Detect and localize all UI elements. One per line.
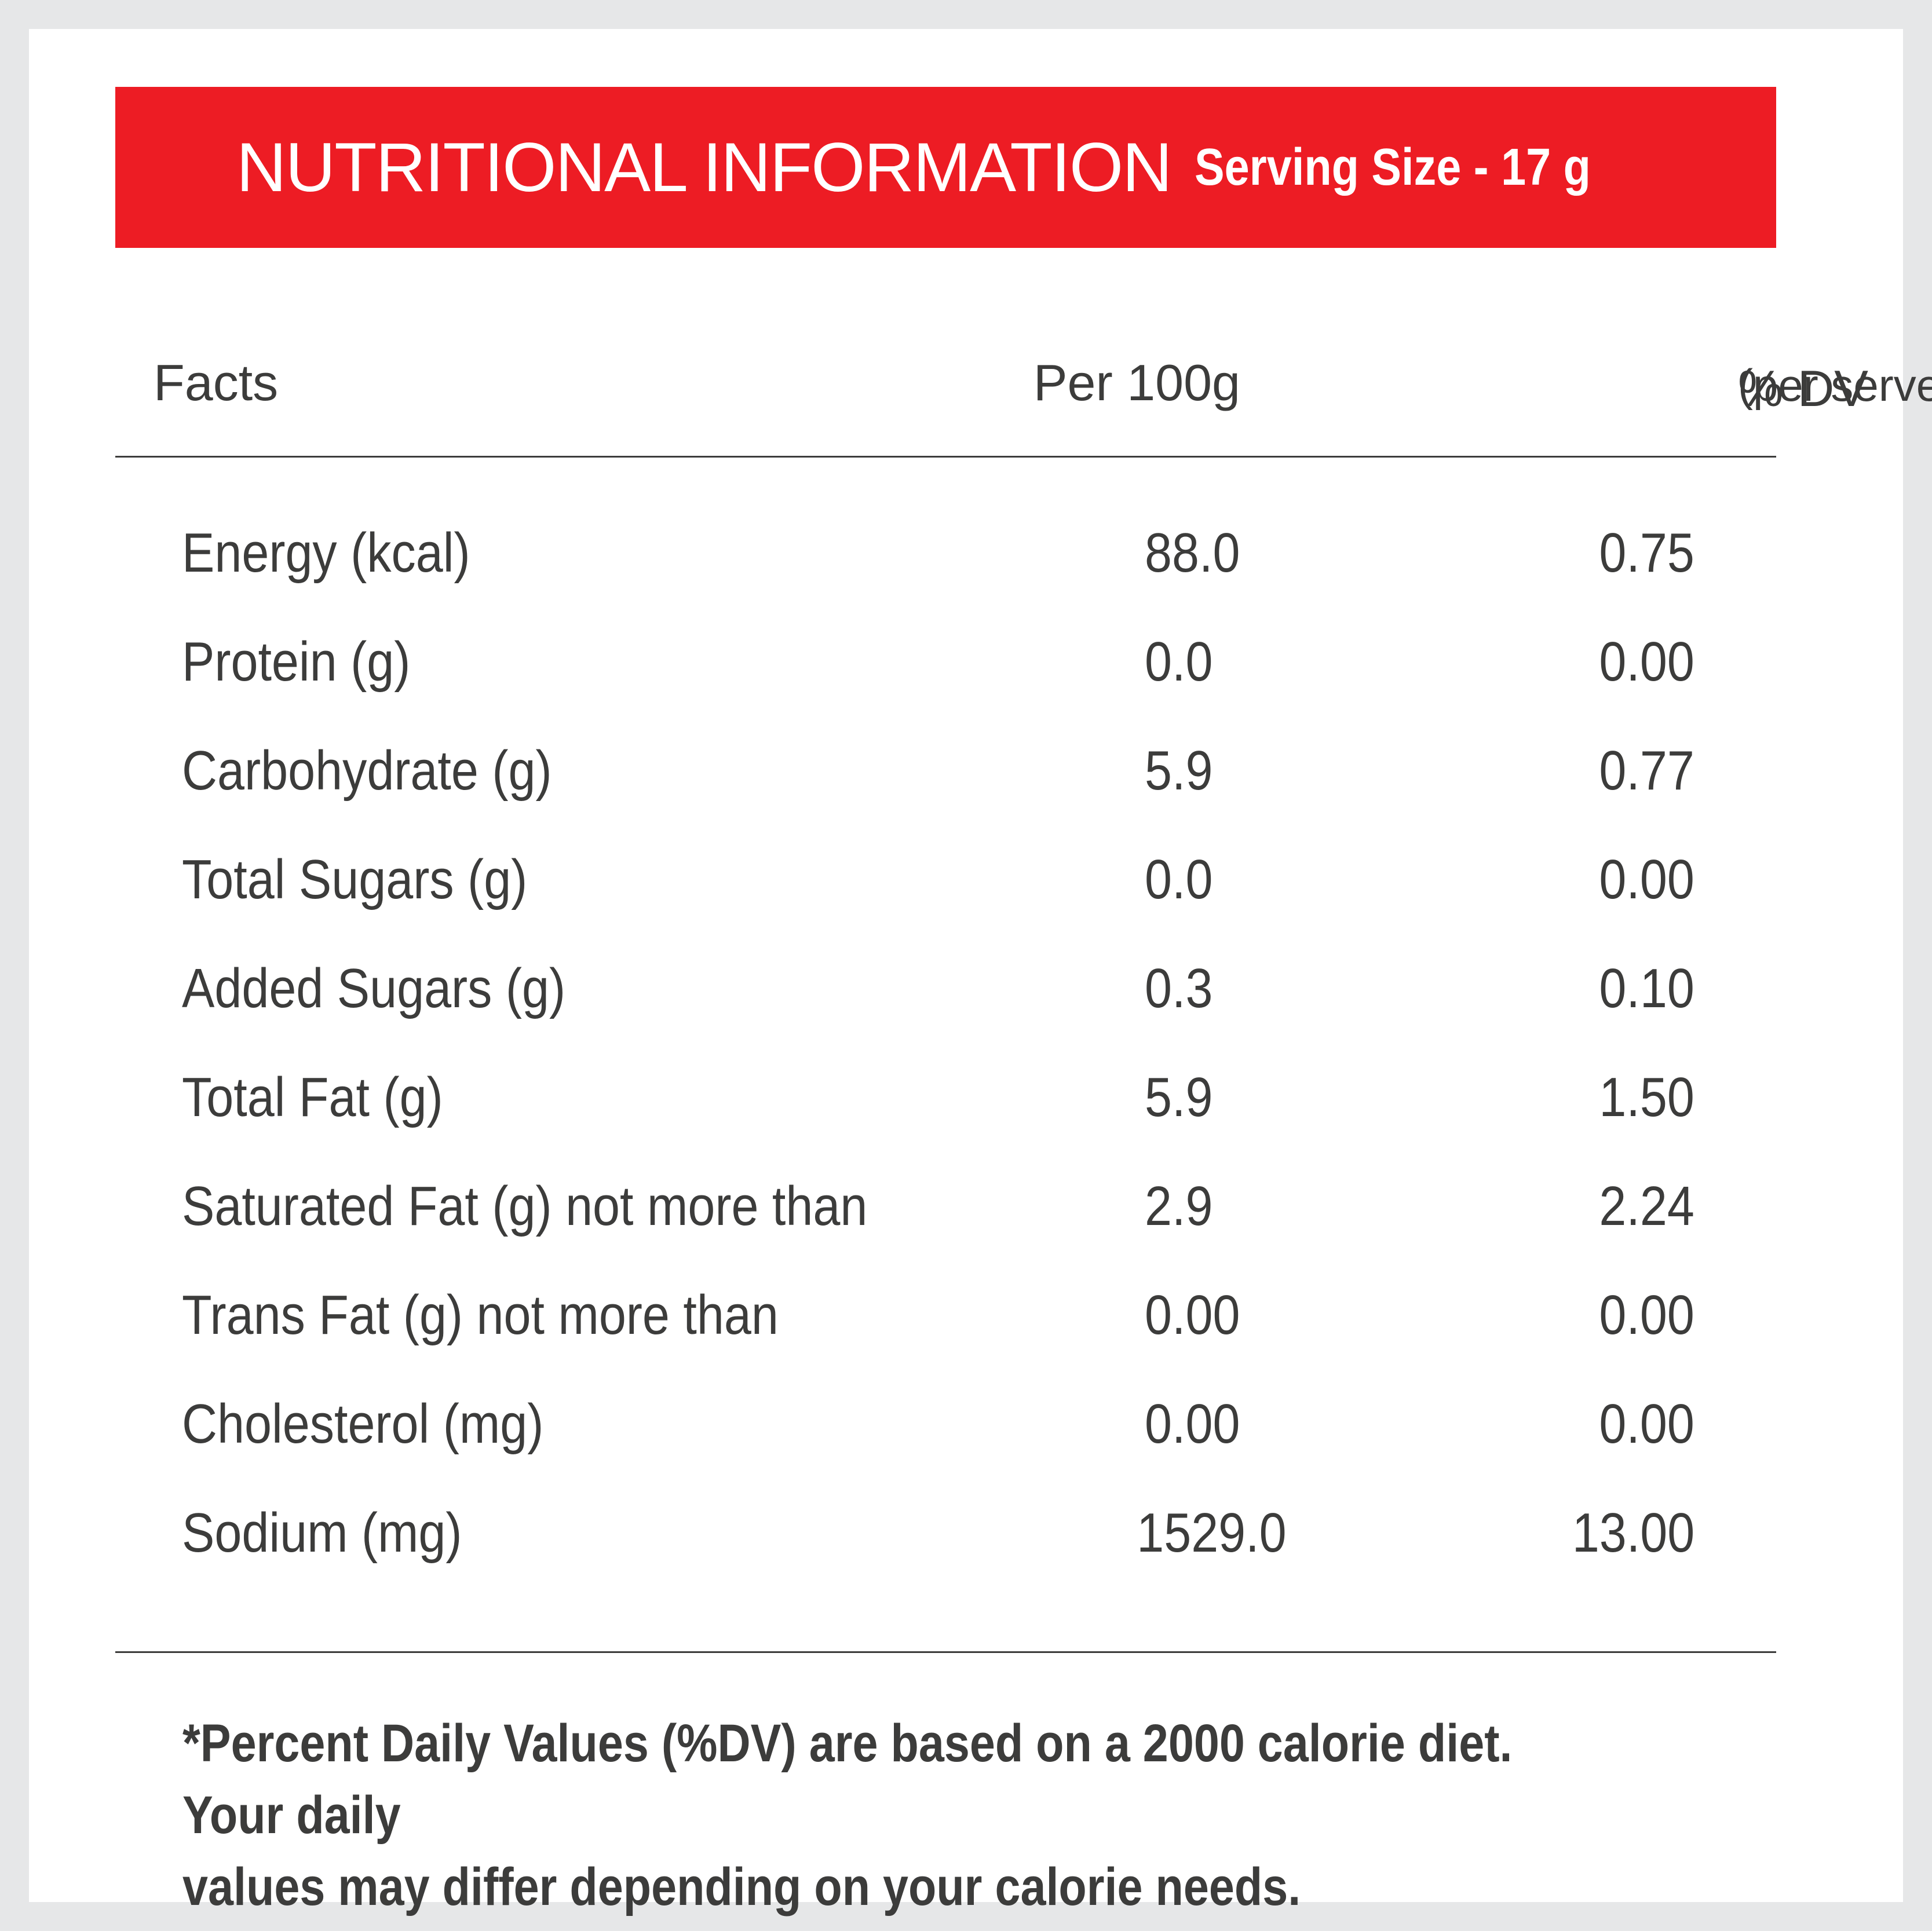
nutrient-label: Total Sugars (g) (182, 849, 528, 910)
per-100g-value: 0.00 (1145, 1393, 1240, 1455)
nutrient-label: Added Sugars (g) (182, 957, 566, 1019)
table-header: Facts Per 100g % DV (per serve)* (115, 348, 1932, 429)
per-100g-value: 88.0 (1145, 522, 1240, 584)
title-banner: NUTRITIONAL INFORMATION Serving Size - 1… (115, 87, 1776, 248)
footer-divider (115, 1651, 1776, 1653)
nutrient-label: Saturated Fat (g) not more than (182, 1175, 868, 1237)
header-facts: Facts (154, 354, 279, 411)
table-row: Energy (kcal) 88.0 0.75 (115, 510, 1776, 619)
table-row: Cholesterol (mg) 0.00 0.00 (115, 1381, 1776, 1490)
label-card (29, 29, 1903, 1902)
dv-value: 0.00 (1599, 631, 1694, 693)
per-100g-value: 5.9 (1145, 1066, 1213, 1128)
per-100g-value: 0.3 (1145, 957, 1213, 1019)
table-row: Sodium (mg) 1529.0 13.00 (115, 1490, 1776, 1599)
table-row: Total Sugars (g) 0.0 0.00 (115, 836, 1776, 945)
dv-value: 1.50 (1599, 1066, 1694, 1128)
table-row: Saturated Fat (g) not more than 2.9 2.24 (115, 1163, 1776, 1272)
nutrient-label: Total Fat (g) (182, 1066, 443, 1128)
per-100g-value: 0.0 (1145, 849, 1213, 910)
header-dv-label: % DV (1738, 360, 1868, 417)
dv-value: 0.77 (1599, 740, 1694, 802)
nutrient-label: Carbohydrate (g) (182, 740, 552, 802)
dv-value: 2.24 (1599, 1175, 1694, 1237)
nutrient-label: Sodium (mg) (182, 1502, 462, 1564)
table-row: Carbohydrate (g) 5.9 0.77 (115, 727, 1776, 836)
nutrient-table: Energy (kcal) 88.0 0.75 Protein (g) 0.0 … (115, 510, 1776, 1599)
table-row: Protein (g) 0.0 0.00 (115, 619, 1776, 727)
per-100g-value: 0.0 (1145, 631, 1213, 693)
dv-value: 0.00 (1599, 1284, 1694, 1346)
table-row: Total Fat (g) 5.9 1.50 (115, 1054, 1776, 1163)
per-100g-value: 0.00 (1145, 1284, 1240, 1346)
dv-value: 0.00 (1599, 1393, 1694, 1455)
footnote-line-2: values may differ depending on your calo… (182, 1857, 1301, 1917)
dv-value: 0.00 (1599, 849, 1694, 910)
nutrient-label: Cholesterol (mg) (182, 1393, 544, 1455)
dv-value: 0.10 (1599, 957, 1694, 1019)
banner-title: NUTRITIONAL INFORMATION (236, 129, 1173, 206)
per-100g-value: 2.9 (1145, 1175, 1213, 1237)
footnote-line-1: *Percent Daily Values (%DV) are based on… (182, 1714, 1513, 1845)
table-row: Added Sugars (g) 0.3 0.10 (115, 945, 1776, 1054)
per-100g-value: 5.9 (1145, 740, 1213, 802)
header-divider (115, 456, 1776, 458)
footnote: *Percent Daily Values (%DV) are based on… (182, 1707, 1602, 1923)
nutrient-label: Trans Fat (g) not more than (182, 1284, 779, 1346)
header-per-100g: Per 100g (1033, 354, 1240, 411)
dv-value: 13.00 (1572, 1502, 1694, 1564)
per-100g-value: 1529.0 (1137, 1502, 1287, 1564)
dv-value: 0.75 (1599, 522, 1694, 584)
nutrient-label: Energy (kcal) (182, 522, 470, 584)
serving-size: Serving Size - 17 g (1194, 138, 1591, 196)
table-row: Trans Fat (g) not more than 0.00 0.00 (115, 1272, 1776, 1381)
header-dv-note: (per serve)* (1738, 360, 1932, 411)
nutrient-label: Protein (g) (182, 631, 411, 693)
